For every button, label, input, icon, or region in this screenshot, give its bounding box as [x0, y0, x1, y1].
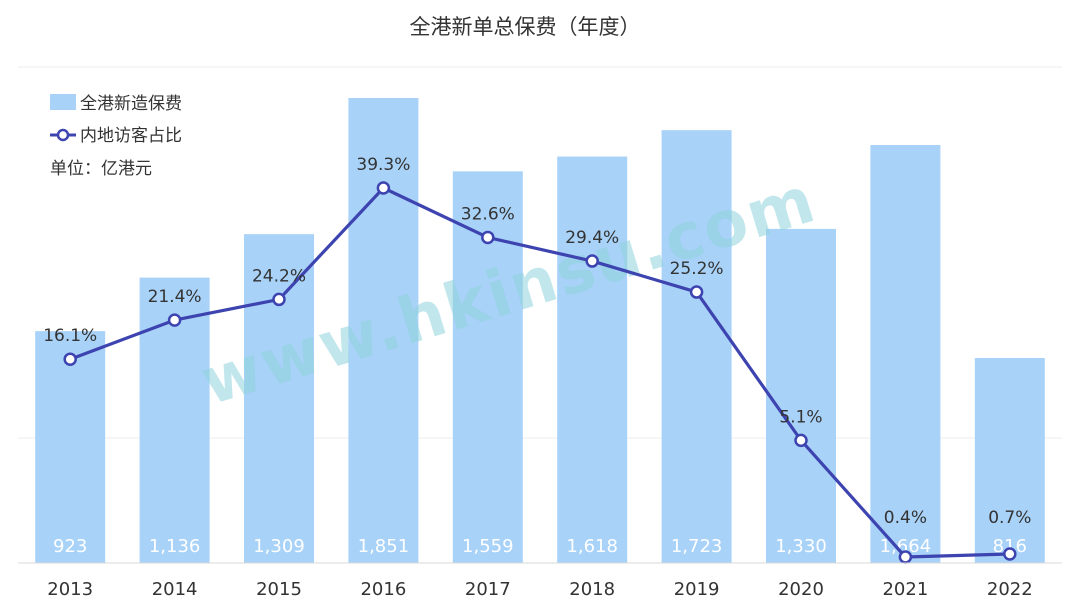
bar-2020	[766, 228, 836, 563]
bar-2013	[35, 331, 106, 563]
legend-line-marker	[56, 128, 70, 142]
legend-line-label: 内地访客占比	[80, 126, 182, 146]
x-tick-2014: 2014	[152, 579, 198, 600]
line-point-label-2022: 0.7%	[988, 508, 1031, 528]
x-tick-2016: 2016	[360, 579, 406, 600]
line-point-label-2013: 16.1%	[43, 326, 97, 346]
bar-2018	[557, 156, 628, 564]
bar-value-label-2018: 1,618	[566, 536, 618, 557]
line-point-label-2016: 39.3%	[356, 155, 410, 175]
line-point-label-2018: 29.4%	[565, 228, 619, 248]
line-point-2019	[689, 285, 704, 299]
x-tick-2015: 2015	[256, 579, 302, 600]
line-point-2022	[1003, 547, 1017, 561]
line-series-group: 16.1% 21.4% 24.2% 39.3% 32.6% 29.4% 25.2% 5.1% 0…	[43, 155, 1031, 564]
x-axis-ticks: 2013 2014 2015 2016 2017 2018 2019 2020 2021 2022	[47, 579, 1032, 600]
x-tick-2021: 2021	[882, 579, 928, 600]
line-series-path	[69, 186, 1010, 559]
line-point-label-2021: 0.4%	[884, 508, 927, 528]
line-point-2018	[585, 254, 599, 268]
bar-value-labels: 923 1,136 1,309 1,851 1,559 1,618 1,723 1,330 1,…	[53, 536, 1027, 557]
bar-value-label-2022: 816	[993, 536, 1027, 557]
x-tick-2022: 2022	[987, 579, 1033, 600]
bar-value-label-2016: 1,851	[358, 536, 410, 557]
line-point-label-2017: 32.6%	[461, 204, 515, 224]
line-point-2014	[167, 313, 182, 327]
line-point-2016	[376, 181, 391, 195]
line-point-label-2019: 25.2%	[670, 259, 724, 279]
line-point-2013	[63, 352, 77, 366]
bar-2016	[348, 98, 419, 563]
legend: 全港新造保费 内地访客占比 单位：亿港元	[50, 94, 182, 179]
chart-title: 全港新单总保费（年度）	[410, 15, 641, 39]
line-point-label-2014: 21.4%	[148, 287, 202, 307]
unit-label: 单位：亿港元	[50, 159, 152, 179]
bar-2021	[870, 144, 941, 564]
line-point-2020	[794, 433, 808, 448]
line-point-2017	[481, 230, 495, 245]
bar-value-label-2020: 1,330	[775, 536, 827, 557]
bars-group	[35, 98, 1045, 564]
line-point-label-2015: 24.2%	[252, 266, 306, 286]
x-tick-2020: 2020	[778, 579, 824, 600]
bar-value-label-2015: 1,309	[253, 536, 305, 557]
line-point-2021	[898, 550, 913, 564]
bar-2015	[244, 234, 314, 564]
bar-2017	[452, 171, 523, 563]
line-point-2015	[272, 292, 286, 307]
line-point-label-2020: 5.1%	[779, 407, 822, 427]
x-tick-2018: 2018	[569, 579, 615, 600]
legend-bar-swatch	[50, 94, 76, 110]
bar-value-label-2017: 1,559	[462, 536, 514, 557]
bar-value-label-2013: 923	[53, 536, 87, 557]
x-tick-2017: 2017	[465, 579, 511, 600]
x-tick-2019: 2019	[674, 579, 720, 600]
bar-2019	[661, 130, 732, 564]
x-tick-2013: 2013	[47, 579, 93, 600]
legend-bar-label: 全港新造保费	[80, 94, 182, 114]
bar-value-label-2019: 1,723	[671, 536, 723, 557]
bar-2022	[974, 358, 1045, 563]
bar-value-label-2014: 1,136	[149, 536, 201, 557]
